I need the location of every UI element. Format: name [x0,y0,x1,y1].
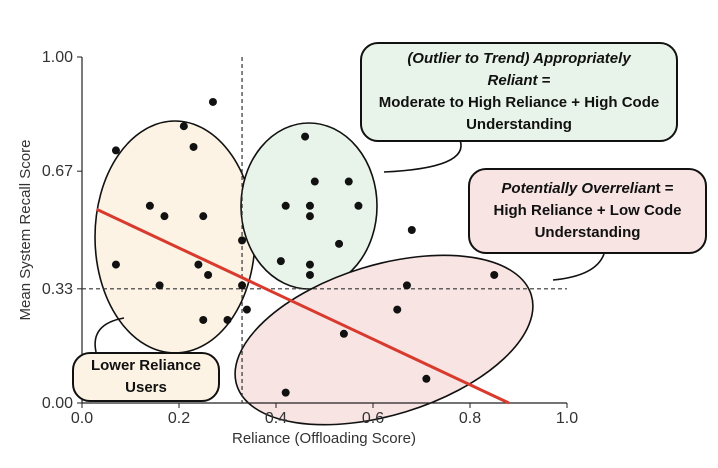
data-point [339,329,348,338]
data-point [393,305,402,314]
callout-top-line1: (Outlier to Trend) Appropriately [407,50,631,67]
data-point [145,201,154,210]
data-point [490,270,499,279]
data-point [189,142,198,151]
y-axis-title: Mean System Recall Score [17,140,34,321]
data-point [160,212,169,221]
x-tick-label: 0.2 [168,410,190,427]
data-point [305,201,314,210]
y-tick-label: 0.00 [42,395,73,412]
data-point [199,212,208,221]
callout-right-line2: High Reliance + Low Code [493,202,682,219]
data-point [238,281,247,290]
callout-top-line3: Moderate to High Reliance + High Code [378,94,660,111]
data-point [242,305,251,314]
callout-right-line3: Understanding [534,224,641,241]
top-callout-connector [383,139,462,173]
x-tick-label: 0.0 [71,410,93,427]
data-point [305,260,314,269]
data-point [281,388,290,397]
data-point [111,260,120,269]
callout-right-line1: Potentially Overreliant = [501,180,674,197]
data-point [402,281,411,290]
data-point [301,132,310,141]
x-tick-label: 1.0 [556,410,578,427]
y-tick-label: 1.00 [42,49,73,66]
data-point [281,201,290,210]
overreliant-ellipse [234,254,534,426]
data-point [194,260,203,269]
callout-top-line4: Understanding [466,116,572,133]
data-point [155,281,164,290]
data-point [179,122,188,131]
data-point [305,270,314,279]
data-point [199,315,208,324]
y-tick-label: 0.67 [42,163,73,180]
data-point [204,270,213,279]
data-point [111,146,120,155]
trend-line [95,207,510,405]
data-point [208,97,217,106]
data-point [276,257,285,266]
data-point [305,212,314,221]
x-tick-label: 0.8 [459,410,481,427]
x-tick-label: 0.6 [362,410,384,427]
x-tick-label: 0.4 [265,410,287,427]
data-point [344,177,353,186]
y-tick-label: 0.33 [42,281,73,298]
callout-top-line2: Reliant = [487,72,551,89]
x-axis-title: Reliance (Offloading Score) [232,430,416,447]
callout-bottom-line1: Lower Reliance [90,357,202,374]
data-point [310,177,319,186]
overreliant-callout: Potentially Overreliant = High Reliance … [468,168,707,254]
data-point [335,239,344,248]
bottom-left-callout-connector [94,317,125,353]
data-point [354,201,363,210]
data-point [238,236,247,245]
right-callout-connector [552,253,605,281]
appropriately-reliant-callout: (Outlier to Trend) Appropriately Reliant… [360,42,678,142]
callout-bottom-line2: Users [125,379,167,396]
data-point [223,315,232,324]
lower-reliance-callout: Lower Reliance Users [72,352,220,402]
data-point [407,226,416,234]
data-point [422,374,431,383]
